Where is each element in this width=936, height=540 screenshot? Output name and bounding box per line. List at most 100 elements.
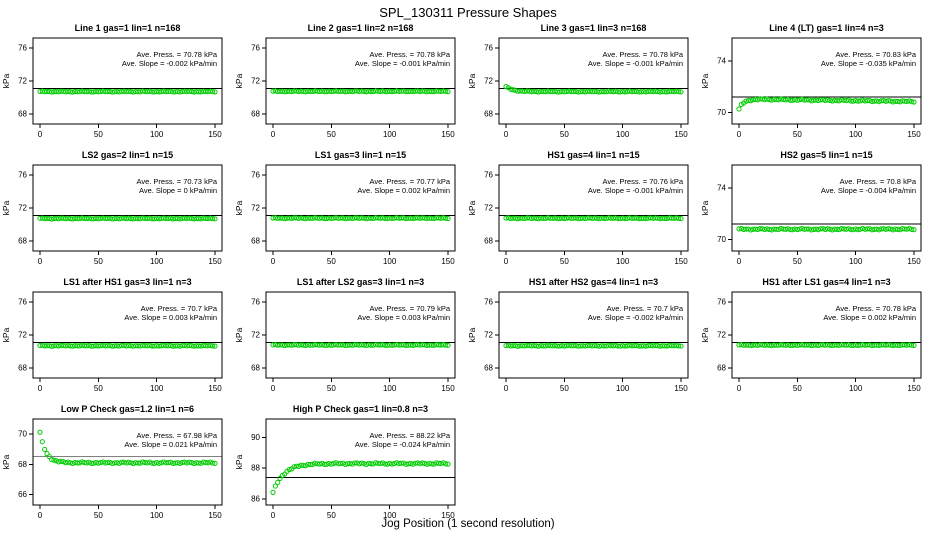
data-point xyxy=(277,342,283,348)
data-point xyxy=(172,460,178,466)
data-point xyxy=(105,343,111,349)
x-tick-label: 50 xyxy=(793,130,802,139)
data-point xyxy=(359,215,365,221)
data-point xyxy=(515,216,521,222)
data-point xyxy=(571,343,577,349)
data-point xyxy=(531,88,537,94)
data-point xyxy=(359,342,365,348)
data-point xyxy=(410,342,416,348)
data-point xyxy=(88,89,94,95)
data-point xyxy=(429,88,435,95)
data-point xyxy=(307,88,313,95)
data-point xyxy=(86,88,92,94)
data-point xyxy=(116,216,122,222)
data-point xyxy=(778,342,784,348)
data-point xyxy=(829,227,835,233)
data-point xyxy=(79,342,85,348)
x-tick-label: 100 xyxy=(383,511,397,520)
data-point xyxy=(389,215,395,222)
data-point xyxy=(207,88,213,94)
data-point xyxy=(869,342,875,349)
data-point xyxy=(815,97,821,104)
data-point xyxy=(864,226,870,232)
data-point xyxy=(561,343,567,349)
panel: HS1 after HS2 gas=4 lin=1 n=3 68 72 76 0 50 10… xyxy=(467,277,689,393)
data-point xyxy=(186,215,192,221)
data-point xyxy=(540,215,546,221)
data-point xyxy=(522,215,528,222)
data-point xyxy=(764,226,770,232)
data-point xyxy=(545,342,551,348)
data-point xyxy=(561,215,567,222)
data-point xyxy=(419,88,425,94)
x-tick-label: 150 xyxy=(907,384,921,393)
data-point xyxy=(443,88,449,95)
data-point xyxy=(748,227,754,233)
data-point xyxy=(911,342,917,349)
data-point xyxy=(785,96,791,102)
y-tick-label: 76 xyxy=(717,297,726,306)
y-tick-label: 76 xyxy=(251,170,260,179)
x-tick-label: 50 xyxy=(793,257,802,266)
data-point xyxy=(105,88,111,95)
data-point xyxy=(165,459,171,466)
data-point xyxy=(673,342,679,348)
data-point xyxy=(389,342,395,348)
data-point xyxy=(368,88,374,95)
x-tick-label: 0 xyxy=(38,257,43,266)
data-point xyxy=(126,459,132,465)
data-point xyxy=(56,343,62,349)
data-point xyxy=(321,461,327,467)
y-axis-unit-label: kPa xyxy=(467,327,477,342)
data-points xyxy=(37,429,218,467)
data-point xyxy=(191,460,197,467)
data-point xyxy=(49,343,55,349)
data-point xyxy=(424,461,430,467)
data-point xyxy=(652,215,658,221)
data-point xyxy=(298,215,304,221)
y-tick-label: 68 xyxy=(18,237,27,246)
avg-slope-annotation: Ave. Slope = -0.001 kPa/min xyxy=(588,59,683,68)
data-point xyxy=(906,342,912,348)
avg-pressure-annotation: Ave. Press. = 70.78 kPa xyxy=(136,50,217,59)
data-point xyxy=(440,88,446,94)
data-point xyxy=(170,460,176,467)
data-point xyxy=(524,342,530,348)
data-point xyxy=(193,460,199,466)
data-point xyxy=(876,227,882,233)
data-point xyxy=(212,89,218,95)
data-point xyxy=(445,215,451,222)
data-point xyxy=(799,96,805,102)
data-point xyxy=(293,463,299,469)
data-point xyxy=(846,97,852,103)
avg-pressure-annotation: Ave. Press. = 70.77 kPa xyxy=(369,177,450,186)
data-point xyxy=(291,464,297,470)
x-tick-label: 150 xyxy=(208,130,222,139)
data-point xyxy=(676,215,682,221)
data-point xyxy=(592,342,598,349)
data-point xyxy=(389,89,395,95)
data-point xyxy=(86,342,92,349)
x-tick-label: 0 xyxy=(271,257,276,266)
data-points xyxy=(736,225,917,233)
panel-title: HS1 gas=4 lin=1 n=15 xyxy=(547,150,639,160)
panel-title: LS2 gas=2 lin=1 n=15 xyxy=(82,150,173,160)
avg-slope-annotation: Ave. Slope = -0.035 kPa/min xyxy=(821,59,916,68)
data-point xyxy=(876,342,882,349)
data-point xyxy=(405,461,411,467)
data-point xyxy=(885,226,891,232)
data-point xyxy=(443,342,449,348)
data-point xyxy=(49,456,55,463)
y-tick-label: 68 xyxy=(18,110,27,119)
data-point xyxy=(582,89,588,95)
data-point xyxy=(522,343,528,349)
data-point xyxy=(613,88,619,94)
data-point xyxy=(342,89,348,95)
data-point xyxy=(210,343,216,349)
data-points xyxy=(37,215,218,222)
data-points xyxy=(37,88,218,95)
data-point xyxy=(613,342,619,349)
data-point xyxy=(177,216,183,222)
data-point xyxy=(545,88,551,94)
